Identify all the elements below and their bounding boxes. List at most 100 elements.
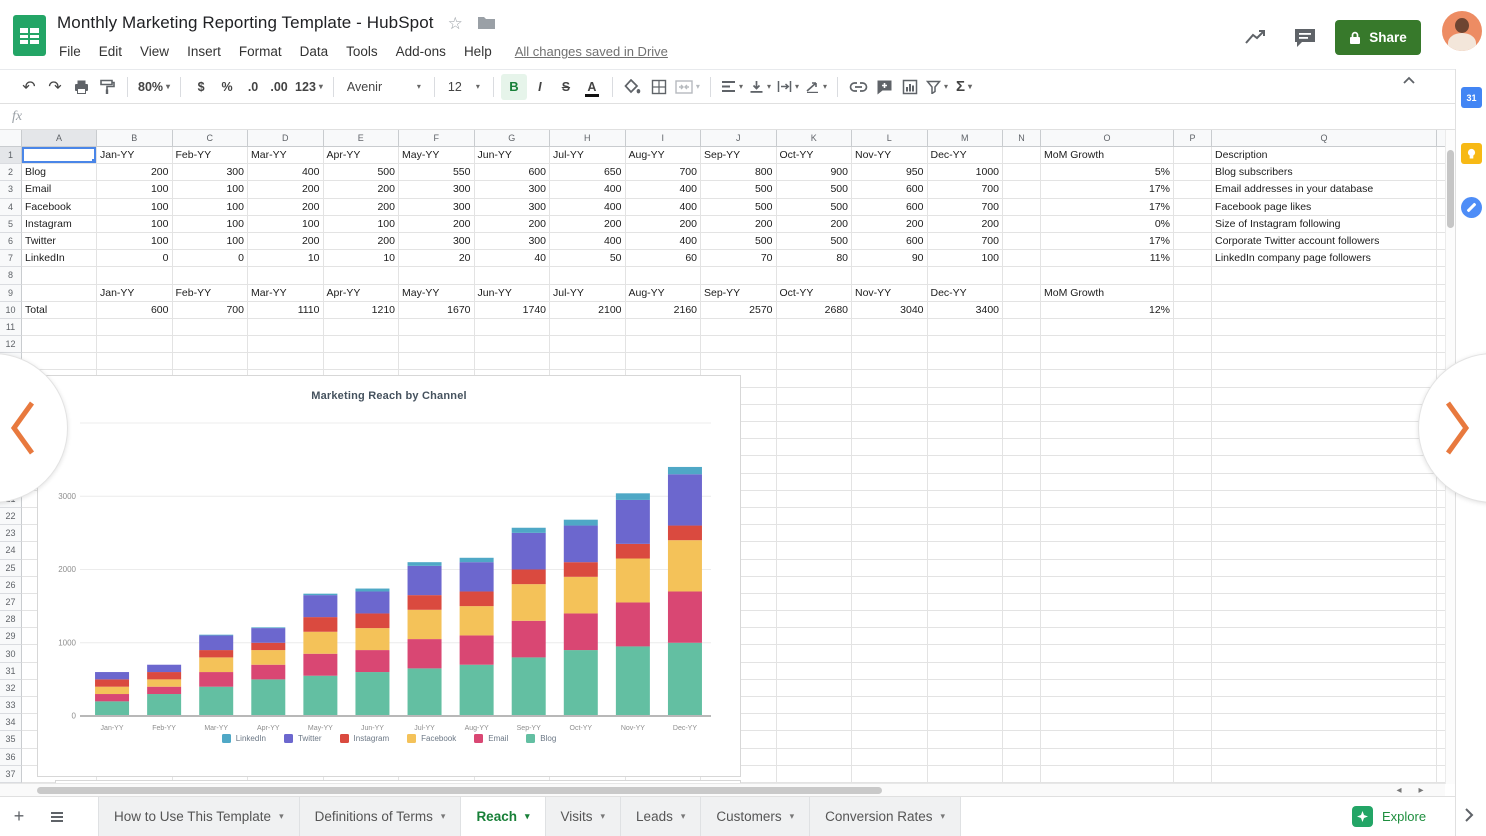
horizontal-align-button[interactable]: ▾ bbox=[718, 74, 746, 100]
cell-F13[interactable] bbox=[399, 353, 475, 370]
cell-K25[interactable] bbox=[777, 560, 853, 577]
cell-Q5[interactable]: Size of Instagram following bbox=[1212, 216, 1437, 233]
column-header-Q[interactable]: Q bbox=[1212, 130, 1437, 147]
cell-B5[interactable]: 100 bbox=[97, 216, 173, 233]
cell-L31[interactable] bbox=[852, 663, 928, 680]
cell-O7[interactable]: 11% bbox=[1041, 250, 1174, 267]
cell-C3[interactable]: 100 bbox=[173, 181, 249, 198]
cell-K5[interactable]: 200 bbox=[777, 216, 853, 233]
cell-P25[interactable] bbox=[1174, 560, 1212, 577]
row-header-8[interactable]: 8 bbox=[0, 267, 22, 284]
cell-K9[interactable]: Oct-YY bbox=[777, 285, 853, 302]
cell-C2[interactable]: 300 bbox=[173, 164, 249, 181]
cell-P27[interactable] bbox=[1174, 594, 1212, 611]
cell-M34[interactable] bbox=[928, 714, 1004, 731]
cell-C5[interactable]: 100 bbox=[173, 216, 249, 233]
cell-N4[interactable] bbox=[1003, 199, 1041, 216]
cell-J12[interactable] bbox=[701, 336, 777, 353]
cell-I8[interactable] bbox=[626, 267, 702, 284]
cell-L5[interactable]: 200 bbox=[852, 216, 928, 233]
cell-Q16[interactable] bbox=[1212, 405, 1437, 422]
cell-N36[interactable] bbox=[1003, 749, 1041, 766]
cell-M24[interactable] bbox=[928, 542, 1004, 559]
sheet-tab-visits[interactable]: Visits▾ bbox=[546, 797, 622, 836]
cell-P10[interactable] bbox=[1174, 302, 1212, 319]
cell-O35[interactable] bbox=[1041, 731, 1174, 748]
cell-G10[interactable]: 1740 bbox=[475, 302, 551, 319]
cell-L35[interactable] bbox=[852, 731, 928, 748]
cell-N37[interactable] bbox=[1003, 766, 1041, 783]
row-header-23[interactable]: 23 bbox=[0, 525, 22, 542]
cell-I9[interactable]: Aug-YY bbox=[626, 285, 702, 302]
cell-Q14[interactable] bbox=[1212, 370, 1437, 387]
cell-K22[interactable] bbox=[777, 508, 853, 525]
print-button[interactable] bbox=[68, 74, 94, 100]
cell-Q34[interactable] bbox=[1212, 714, 1437, 731]
row-header-28[interactable]: 28 bbox=[0, 611, 22, 628]
cell-J9[interactable]: Sep-YY bbox=[701, 285, 777, 302]
row-header-4[interactable]: 4 bbox=[0, 199, 22, 216]
cell-L21[interactable] bbox=[852, 491, 928, 508]
column-header-O[interactable]: O bbox=[1041, 130, 1174, 147]
cell-I3[interactable]: 400 bbox=[626, 181, 702, 198]
cell-D10[interactable]: 1110 bbox=[248, 302, 324, 319]
cell-A10[interactable]: Total bbox=[22, 302, 97, 319]
zoom-select[interactable]: 80%▾ bbox=[135, 74, 173, 100]
cell-B2[interactable]: 200 bbox=[97, 164, 173, 181]
cell-N19[interactable] bbox=[1003, 456, 1041, 473]
cell-P7[interactable] bbox=[1174, 250, 1212, 267]
cell-N21[interactable] bbox=[1003, 491, 1041, 508]
cell-D6[interactable]: 200 bbox=[248, 233, 324, 250]
cell-P18[interactable] bbox=[1174, 439, 1212, 456]
tab-menu-arrow-icon[interactable]: ▾ bbox=[279, 811, 284, 822]
tab-menu-arrow-icon[interactable]: ▾ bbox=[681, 811, 686, 822]
cell-Q28[interactable] bbox=[1212, 611, 1437, 628]
cell-F9[interactable]: May-YY bbox=[399, 285, 475, 302]
cell-L30[interactable] bbox=[852, 645, 928, 662]
row-header-29[interactable]: 29 bbox=[0, 628, 22, 645]
cell-M4[interactable]: 700 bbox=[928, 199, 1004, 216]
cell-J1[interactable]: Sep-YY bbox=[701, 147, 777, 164]
cell-P12[interactable] bbox=[1174, 336, 1212, 353]
cell-M16[interactable] bbox=[928, 405, 1004, 422]
cell-P11[interactable] bbox=[1174, 319, 1212, 336]
cell-O2[interactable]: 5% bbox=[1041, 164, 1174, 181]
cell-H7[interactable]: 50 bbox=[550, 250, 626, 267]
cell-E2[interactable]: 500 bbox=[324, 164, 400, 181]
share-button[interactable]: Share bbox=[1335, 20, 1421, 55]
tab-menu-arrow-icon[interactable]: ▾ bbox=[940, 811, 945, 822]
format-currency-button[interactable]: $ bbox=[188, 74, 214, 100]
cell-L25[interactable] bbox=[852, 560, 928, 577]
cell-J5[interactable]: 200 bbox=[701, 216, 777, 233]
cell-M7[interactable]: 100 bbox=[928, 250, 1004, 267]
cell-O8[interactable] bbox=[1041, 267, 1174, 284]
cell-K37[interactable] bbox=[777, 766, 853, 783]
cell-K35[interactable] bbox=[777, 731, 853, 748]
cell-N16[interactable] bbox=[1003, 405, 1041, 422]
cell-P1[interactable] bbox=[1174, 147, 1212, 164]
cell-O1[interactable]: MoM Growth bbox=[1041, 147, 1174, 164]
cell-I2[interactable]: 700 bbox=[626, 164, 702, 181]
cell-B7[interactable]: 0 bbox=[97, 250, 173, 267]
cell-N25[interactable] bbox=[1003, 560, 1041, 577]
cell-O12[interactable] bbox=[1041, 336, 1174, 353]
column-header-J[interactable]: J bbox=[701, 130, 777, 147]
cell-J4[interactable]: 500 bbox=[701, 199, 777, 216]
cell-Q36[interactable] bbox=[1212, 749, 1437, 766]
cell-A7[interactable]: LinkedIn bbox=[22, 250, 97, 267]
cell-K12[interactable] bbox=[777, 336, 853, 353]
cell-Q7[interactable]: LinkedIn company page followers bbox=[1212, 250, 1437, 267]
cell-K15[interactable] bbox=[777, 388, 853, 405]
undo-button[interactable]: ↶ bbox=[16, 74, 42, 100]
cell-M22[interactable] bbox=[928, 508, 1004, 525]
cell-Q4[interactable]: Facebook page likes bbox=[1212, 199, 1437, 216]
cell-B6[interactable]: 100 bbox=[97, 233, 173, 250]
cell-Q20[interactable] bbox=[1212, 474, 1437, 491]
cell-I6[interactable]: 400 bbox=[626, 233, 702, 250]
cell-O25[interactable] bbox=[1041, 560, 1174, 577]
decrease-decimals-button[interactable]: .0 bbox=[240, 74, 266, 100]
cell-D9[interactable]: Mar-YY bbox=[248, 285, 324, 302]
cell-M20[interactable] bbox=[928, 474, 1004, 491]
cell-E10[interactable]: 1210 bbox=[324, 302, 400, 319]
cell-G5[interactable]: 200 bbox=[475, 216, 551, 233]
